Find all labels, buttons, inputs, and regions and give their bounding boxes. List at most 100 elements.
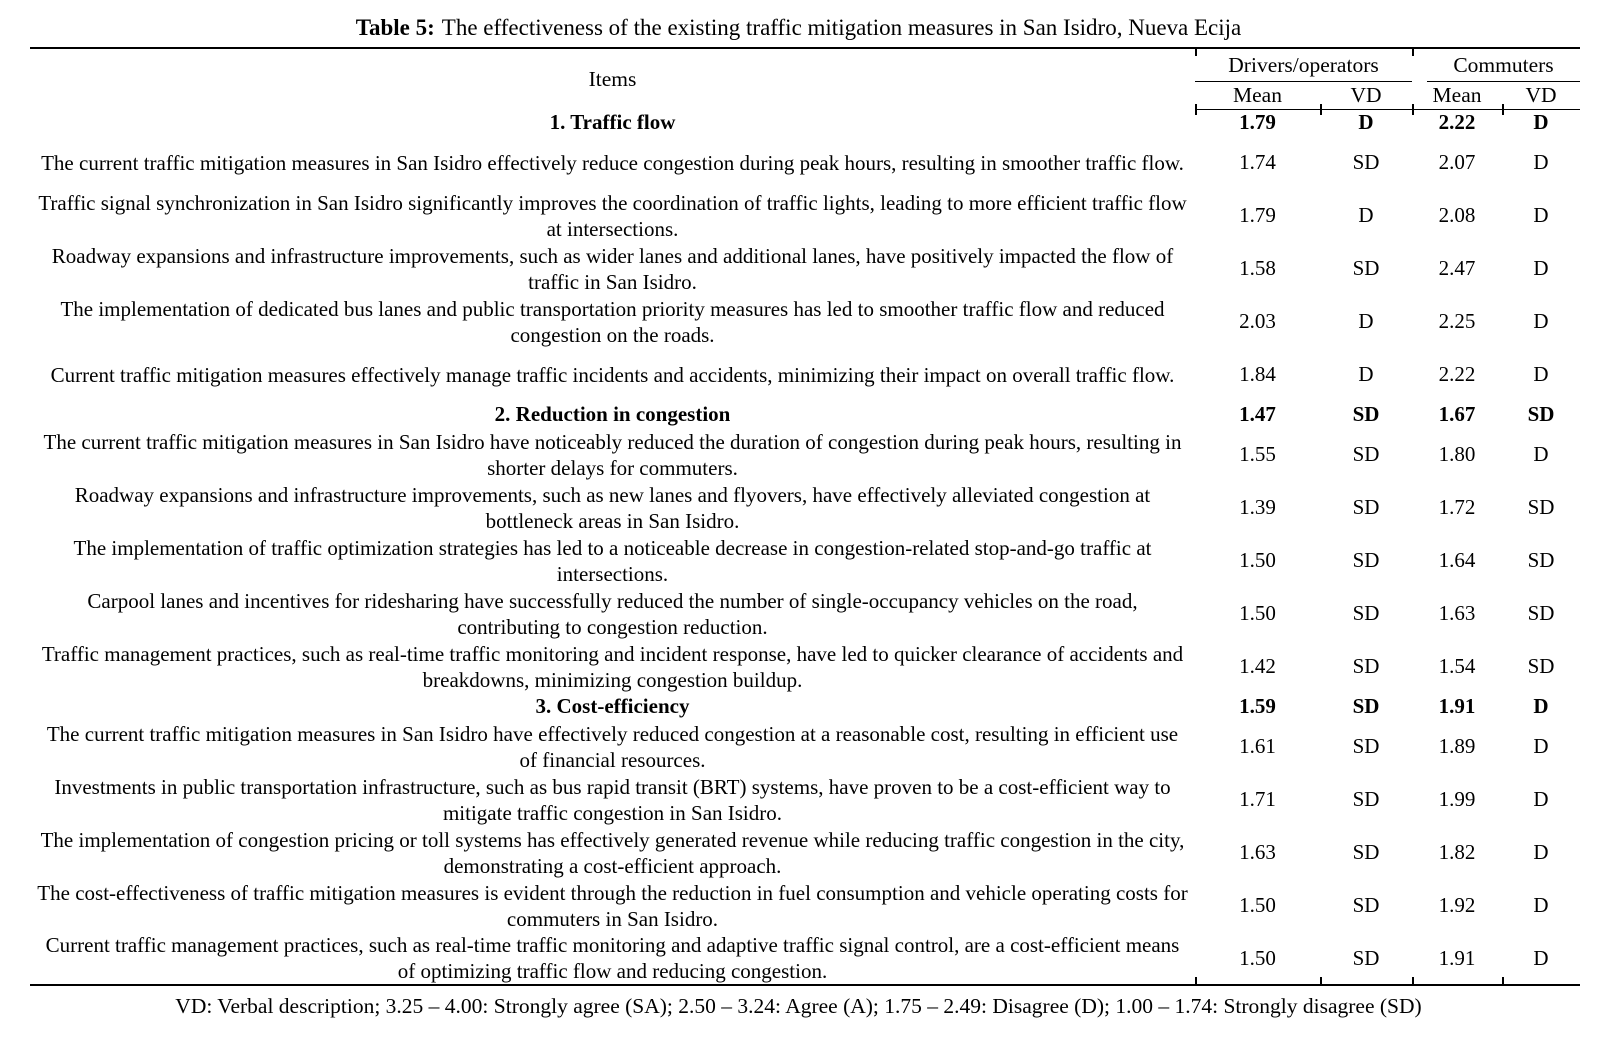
commuters-mean-value: 2.22 xyxy=(1438,110,1476,135)
item-text: Traffic management practices, such as re… xyxy=(41,641,1184,692)
commuters-mean-value: 2.08 xyxy=(1438,203,1476,227)
drivers-vd-value: SD xyxy=(1352,548,1380,572)
item-text: The implementation of dedicated bus lane… xyxy=(60,296,1165,347)
commuters-mean-value: 1.89 xyxy=(1438,734,1476,758)
commuters-vd-value: SD xyxy=(1527,495,1555,519)
table-caption-text: The effectiveness of the existing traffi… xyxy=(441,15,1242,40)
commuters-vd-value: SD xyxy=(1527,654,1555,678)
footnote: VD: Verbal description; 3.25 – 4.00: Str… xyxy=(175,994,1422,1018)
commuters-mean-value: 1.99 xyxy=(1438,787,1476,811)
drivers-vd-value: D xyxy=(1358,203,1374,227)
group-header-row: Items Drivers/operators Commuters xyxy=(30,48,1581,91)
item-row: Traffic management practices, such as re… xyxy=(30,640,1580,693)
column-divider-tick xyxy=(1195,104,1197,115)
item-text: Traffic signal synchronization in San Is… xyxy=(38,190,1187,241)
drivers-mean-value: 1.79 xyxy=(1239,203,1276,227)
item-text: Current traffic mitigation measures effe… xyxy=(50,362,1175,387)
drivers-mean-value: 1.55 xyxy=(1239,442,1276,466)
drivers-vd-value: SD xyxy=(1352,840,1380,864)
commuters-mean-value: 2.25 xyxy=(1438,309,1476,333)
commuters-mean-value: 2.22 xyxy=(1438,362,1476,386)
commuters-mean-value: 1.91 xyxy=(1438,945,1476,970)
commuters-vd-value: D xyxy=(1533,694,1549,718)
item-text: 3. Cost-efficiency xyxy=(535,694,690,718)
drivers-group-header: Drivers/operators xyxy=(1195,49,1413,82)
item-row: Carpool lanes and incentives for ridesha… xyxy=(30,587,1580,640)
table-caption-label: Table 5: xyxy=(355,15,435,40)
commuters-mean-value: 1.54 xyxy=(1438,654,1476,678)
commuters-vd-value: SD xyxy=(1527,402,1555,426)
item-row: The current traffic mitigation measures … xyxy=(30,136,1580,189)
drivers-vd-value: SD xyxy=(1352,734,1380,758)
item-text: 1. Traffic flow xyxy=(549,110,676,134)
item-text: The current traffic mitigation measures … xyxy=(41,150,1184,175)
item-row: The implementation of dedicated bus lane… xyxy=(30,295,1580,348)
drivers-mean-header: Mean xyxy=(1195,82,1320,110)
commuters-vd-value: D xyxy=(1533,442,1549,466)
drivers-vd-value: D xyxy=(1358,110,1374,135)
section-row: 1. Traffic flow 1.79 D 2.22 D xyxy=(30,109,1580,136)
drivers-mean-value: 1.50 xyxy=(1239,601,1276,625)
commuters-mean-value: 1.64 xyxy=(1438,548,1476,572)
drivers-mean-value: 1.79 xyxy=(1239,110,1276,135)
drivers-mean-value: 1.50 xyxy=(1239,893,1276,917)
item-row: Roadway expansions and infrastructure im… xyxy=(30,481,1580,534)
item-row: Traffic signal synchronization in San Is… xyxy=(30,189,1580,242)
item-text: The current traffic mitigation measures … xyxy=(46,721,1179,772)
commuters-mean-value: 2.47 xyxy=(1438,256,1476,280)
drivers-vd-value: D xyxy=(1358,309,1374,333)
drivers-mean-value: 1.50 xyxy=(1239,945,1276,970)
commuters-mean-value: 1.91 xyxy=(1438,694,1476,718)
commuters-mean-value: 2.07 xyxy=(1438,150,1476,174)
item-row: The current traffic mitigation measures … xyxy=(30,428,1580,481)
item-text: The implementation of congestion pricing… xyxy=(40,827,1185,878)
commuters-vd-value: D xyxy=(1533,945,1549,970)
commuters-mean-value: 1.92 xyxy=(1438,893,1476,917)
column-divider-tick xyxy=(1412,104,1414,115)
drivers-vd-header: VD xyxy=(1320,82,1413,110)
item-row: Current traffic mitigation measures effe… xyxy=(30,348,1580,401)
drivers-mean-value: 1.47 xyxy=(1239,402,1276,426)
table-caption: Table 5: The effectiveness of the existin… xyxy=(0,0,1597,41)
item-text: Carpool lanes and incentives for ridesha… xyxy=(87,588,1138,639)
item-row: The implementation of congestion pricing… xyxy=(30,826,1580,879)
drivers-group-header-cell: Drivers/operators xyxy=(1195,48,1413,82)
commuters-mean-value: 1.72 xyxy=(1438,495,1476,519)
drivers-vd-value: SD xyxy=(1352,945,1380,970)
item-text: The implementation of traffic optimizati… xyxy=(73,535,1152,586)
drivers-vd-value: SD xyxy=(1352,893,1380,917)
column-divider-tick xyxy=(1320,977,1322,986)
commuters-vd-value: D xyxy=(1533,256,1549,280)
item-row: The cost-effectiveness of traffic mitiga… xyxy=(30,879,1580,932)
item-row: The implementation of traffic optimizati… xyxy=(30,534,1580,587)
drivers-mean-value: 1.58 xyxy=(1239,256,1276,280)
commuters-mean-value: 1.67 xyxy=(1438,402,1476,426)
commuters-group-header-cell: Commuters xyxy=(1412,48,1581,82)
item-row: Roadway expansions and infrastructure im… xyxy=(30,242,1580,295)
commuters-vd-value: D xyxy=(1533,734,1549,758)
item-text: Roadway expansions and infrastructure im… xyxy=(51,243,1174,294)
drivers-vd-value: SD xyxy=(1352,495,1380,519)
item-text: Current traffic management practices, su… xyxy=(45,933,1180,983)
commuters-vd-value: D xyxy=(1533,203,1549,227)
drivers-vd-value: SD xyxy=(1352,402,1380,426)
item-text: The cost-effectiveness of traffic mitiga… xyxy=(37,880,1188,931)
drivers-vd-value: D xyxy=(1358,362,1374,386)
drivers-mean-value: 1.71 xyxy=(1239,787,1276,811)
drivers-vd-value: SD xyxy=(1352,150,1380,174)
commuters-vd-value: D xyxy=(1533,840,1549,864)
commuters-vd-value: D xyxy=(1533,150,1549,174)
commuters-mean-value: 1.63 xyxy=(1438,601,1476,625)
commuters-vd-value: SD xyxy=(1527,601,1555,625)
item-row: Current traffic management practices, su… xyxy=(30,932,1580,985)
drivers-vd-value: SD xyxy=(1352,601,1380,625)
drivers-mean-value: 1.63 xyxy=(1239,840,1276,864)
drivers-mean-value: 1.84 xyxy=(1239,362,1276,386)
item-row: Investments in public transportation inf… xyxy=(30,773,1580,826)
item-text: Roadway expansions and infrastructure im… xyxy=(74,482,1151,533)
drivers-mean-value: 1.50 xyxy=(1239,548,1276,572)
drivers-mean-value: 1.39 xyxy=(1239,495,1276,519)
commuters-vd-value: D xyxy=(1533,110,1549,135)
commuters-mean-value: 1.82 xyxy=(1438,840,1476,864)
commuters-vd-value: D xyxy=(1533,309,1549,333)
